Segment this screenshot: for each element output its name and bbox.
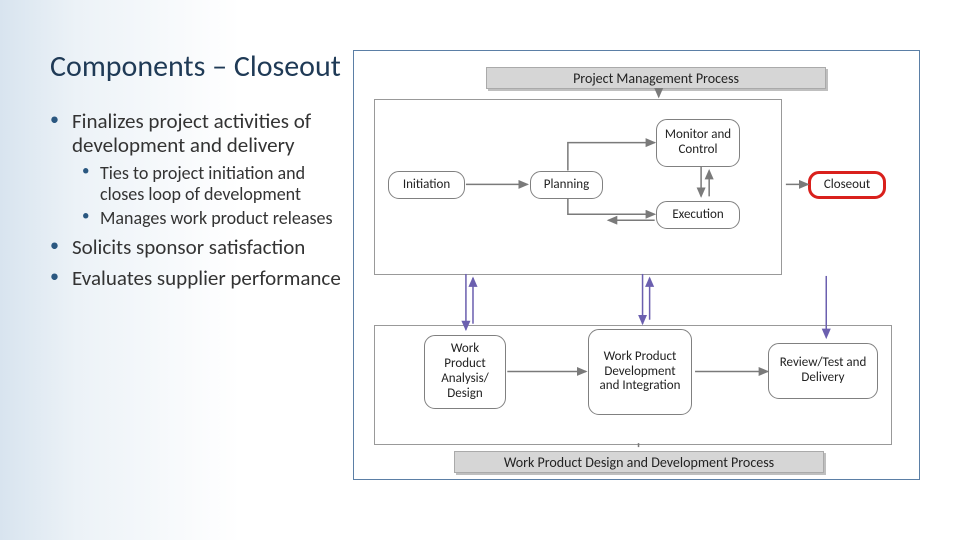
diagram: Project Management Process Work Product …: [366, 63, 907, 467]
bullet-2: Solicits sponsor satisfaction: [50, 235, 345, 259]
top-process-bar: Project Management Process: [486, 67, 826, 89]
bullet-1a: Ties to project initiation and closes lo…: [82, 163, 345, 205]
bullet-3: Evaluates supplier performance: [50, 266, 345, 290]
bullet-1: Finalizes project activities of developm…: [50, 109, 345, 230]
bullet-1-text: Finalizes project activities of developm…: [72, 108, 311, 158]
node-rtd: Review/Test and Delivery: [768, 343, 878, 399]
node-planning: Planning: [530, 171, 603, 199]
node-wpad: Work Product Analysis/ Design: [424, 335, 506, 409]
node-closeout: Closeout: [808, 171, 886, 199]
node-wpdi: Work Product Development and Integration: [588, 329, 692, 415]
bullet-list: Finalizes project activities of developm…: [50, 109, 345, 290]
node-execution: Execution: [656, 201, 740, 229]
diagram-frame: Project Management Process Work Product …: [353, 50, 920, 480]
bottom-process-bar: Work Product Design and Development Proc…: [454, 451, 824, 473]
node-initiation: Initiation: [388, 171, 465, 199]
bullet-1b: Manages work product releases: [82, 208, 345, 229]
slide-title: Components – Closeout: [50, 50, 345, 85]
node-monitor: Monitor and Control: [656, 119, 740, 167]
